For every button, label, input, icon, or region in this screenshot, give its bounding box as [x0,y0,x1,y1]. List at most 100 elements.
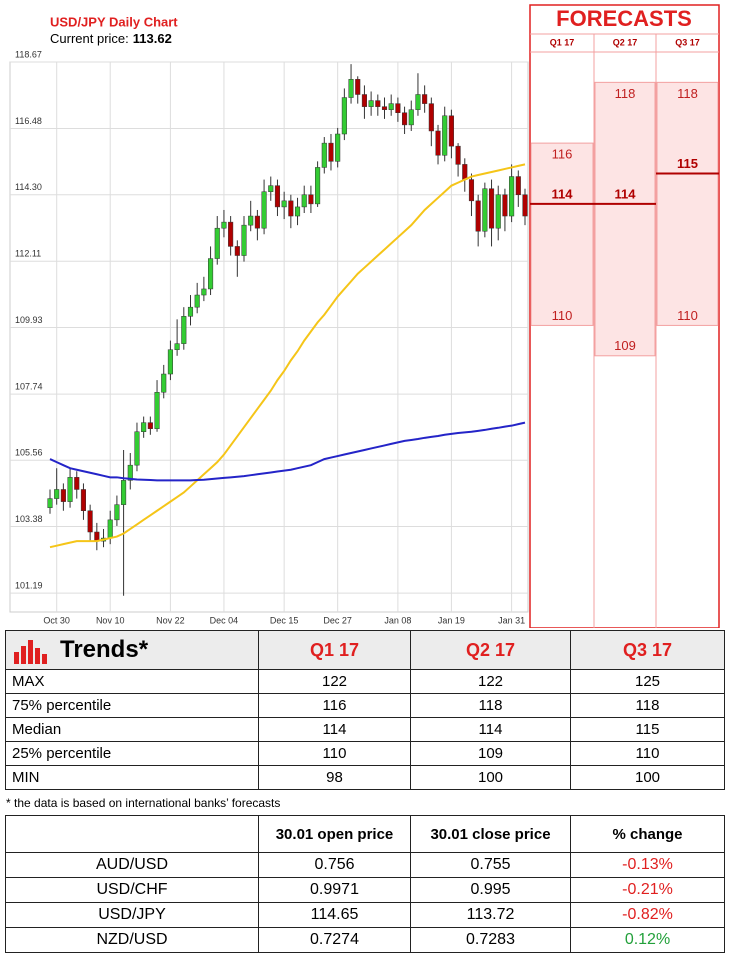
table-row: NZD/USD 0.7274 0.7283 0.12% [5,927,725,953]
change-cell: -0.82% [570,902,725,928]
column-header: 30.01 open price [258,815,411,853]
candle-body [415,94,421,110]
table-cell: 118 [410,693,571,718]
trends-title: Trends* [60,636,149,663]
x-tick-label: Oct 30 [43,615,70,625]
x-tick-label: Jan 19 [438,615,465,625]
forecast-range [530,142,594,326]
candle-body [301,194,307,208]
candle-body [254,215,260,229]
candle-body [234,246,240,256]
row-label: Median [5,717,259,742]
candle-body [442,115,448,156]
column-header: Q2 17 [410,630,571,670]
forecast-label: 109 [614,338,636,353]
table-cell: 122 [410,669,571,694]
candle-body [127,464,133,481]
pair-label: AUD/USD [5,852,259,878]
forecast-label: 115 [677,156,698,171]
table-cell: 125 [570,669,725,694]
table-row: 75% percentile 116 118 118 [5,693,725,718]
table-row: Median 114 114 115 [5,717,725,742]
forecast-range [594,81,656,357]
candle-body [509,176,515,217]
candle-body [67,477,73,502]
forecast-label: 114 [552,186,574,201]
chart-subtitle: Current price: 113.62 [50,31,172,46]
row-label: 75% percentile [5,693,259,718]
candle-body [335,133,341,162]
change-cell: -0.21% [570,877,725,903]
forecast-label: 118 [615,86,636,101]
table-cell: 114 [258,717,411,742]
x-tick-label: Dec 04 [210,615,239,625]
candle-body [187,306,194,317]
candle-body [274,185,281,208]
candle-body [134,431,140,466]
column-header: Q1 17 [258,630,411,670]
x-tick-label: Dec 15 [270,615,299,625]
candle-body [114,504,120,521]
moving-average [49,421,526,482]
table-row: MIN 98 100 100 [5,765,725,790]
empty-cell [5,815,259,853]
candle-body [462,164,468,180]
candle-body [321,142,327,168]
candle-body [268,185,274,192]
table-row: USD/CHF 0.9971 0.995 -0.21% [5,877,725,903]
y-tick-label: 118.67 [15,49,42,59]
x-tick-label: Nov 22 [156,615,185,625]
candle-body [241,224,247,256]
table-cell: 100 [570,765,725,790]
table-cell: 122 [258,669,411,694]
candle-body [468,179,475,202]
column-header: Q3 17 [570,630,725,670]
candle-body [482,188,488,232]
row-label: MIN [5,765,259,790]
row-label: 25% percentile [5,741,259,766]
candle-body [167,349,173,375]
table-cell: 0.755 [410,852,571,878]
candle-body [228,221,234,247]
candle-body [47,498,53,508]
candle-body [281,200,287,208]
table-row: USD/JPY 114.65 113.72 -0.82% [5,902,725,928]
current-price: 113.62 [133,31,172,46]
candle-body [80,489,87,511]
candle-body [294,206,301,217]
candle-body [174,343,180,350]
y-tick-label: 112.11 [15,249,41,259]
y-tick-label: 101.19 [15,580,43,590]
forecast-title: FORECASTS [556,6,692,31]
table-cell: 113.72 [410,902,571,928]
candle-body [395,103,401,113]
candle-body [448,115,454,147]
table-cell: 114 [410,717,571,742]
y-tick-label: 116.48 [15,116,42,126]
table-cell: 0.7274 [258,927,411,953]
table-row: MAX 122 122 125 [5,669,725,694]
candle-body [361,94,367,107]
candle-body [60,489,66,502]
change-cell: 0.12% [570,927,725,953]
candle-body [455,145,461,165]
table-cell: 109 [410,741,571,766]
table-row: AUD/USD 0.756 0.755 -0.13% [5,852,725,878]
table-cell: 116 [258,693,411,718]
column-header: 30.01 close price [410,815,571,853]
column-header: % change [570,815,725,853]
candle-body [522,194,528,217]
change-cell: -0.13% [570,852,725,878]
moving-average [49,163,526,549]
forecast-range [656,81,719,326]
candle-body [87,510,93,533]
candle-body [154,392,160,429]
candle-body [422,94,428,104]
table-cell: 115 [570,717,725,742]
x-tick-label: Jan 08 [384,615,411,625]
candle-body [74,477,80,490]
y-tick-label: 109.93 [15,315,43,325]
candle-body [181,316,187,344]
y-tick-label: 103.38 [15,514,43,524]
